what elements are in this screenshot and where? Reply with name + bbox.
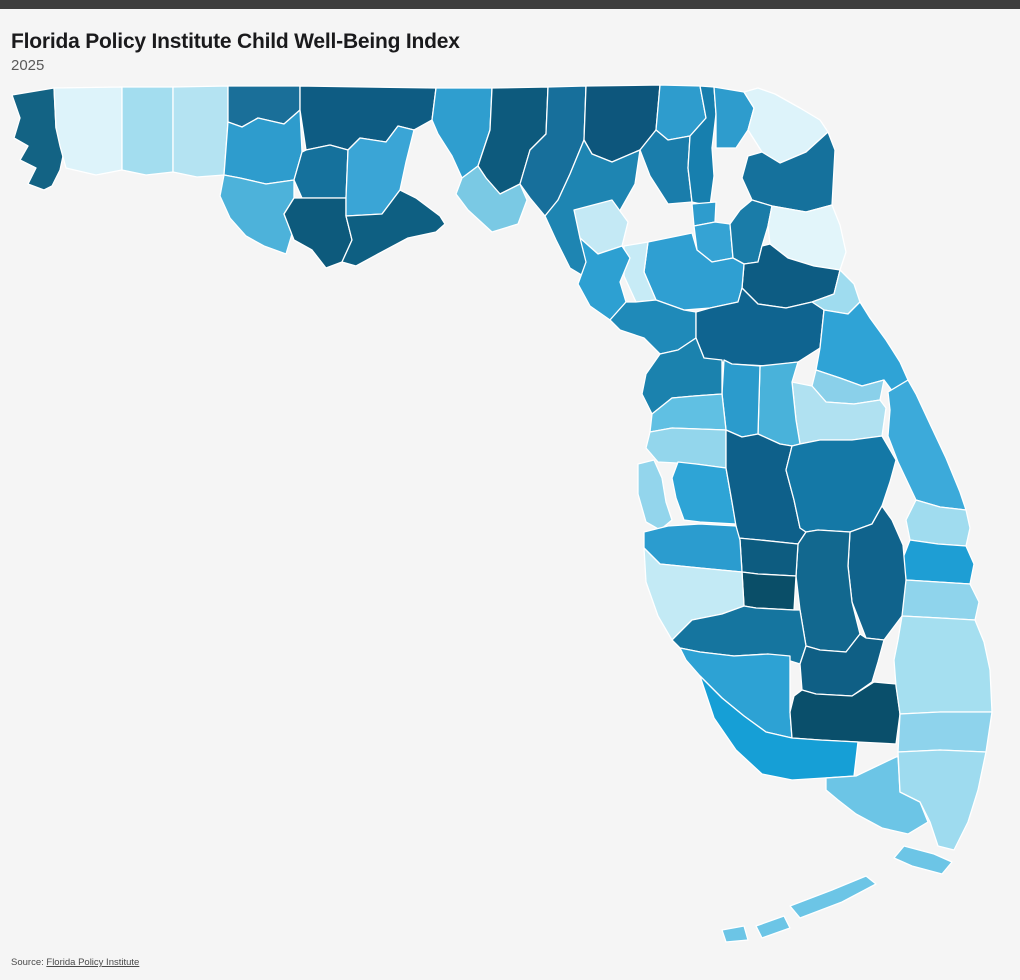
county-monroe[interactable]	[825, 755, 929, 835]
county-martin[interactable]	[899, 579, 980, 621]
county-pinellas[interactable]	[637, 459, 673, 531]
source-prefix: Source:	[11, 957, 47, 968]
county-suwannee[interactable]	[639, 129, 693, 205]
county-hillsborough[interactable]	[671, 461, 737, 525]
county-monroe[interactable]	[755, 915, 791, 939]
county-monroe[interactable]	[893, 845, 953, 875]
page-title: Florida Policy Institute Child Well-Bein…	[11, 30, 460, 53]
county-wakulla[interactable]	[455, 165, 528, 233]
county-lake[interactable]	[757, 361, 801, 447]
page-subtitle: 2025	[11, 57, 45, 75]
county-santa-rosa[interactable]	[53, 86, 123, 176]
county-gulf[interactable]	[283, 197, 353, 269]
county-desoto[interactable]	[741, 571, 797, 611]
county-columbia[interactable]	[687, 85, 717, 207]
county-collier[interactable]	[699, 675, 859, 781]
county-brevard[interactable]	[887, 379, 967, 511]
county-broward[interactable]	[897, 711, 993, 753]
county-monroe[interactable]	[789, 875, 877, 919]
county-st-lucie[interactable]	[902, 539, 975, 585]
county-hendry[interactable]	[789, 681, 901, 745]
county-palm-beach[interactable]	[893, 615, 993, 715]
chart-header: Florida Policy Institute Child Well-Bein…	[11, 30, 1009, 74]
county-calhoun[interactable]	[293, 144, 349, 199]
top-bar	[0, 0, 1020, 9]
county-monroe[interactable]	[721, 925, 749, 943]
county-hardee[interactable]	[737, 537, 799, 577]
county-pasco[interactable]	[645, 427, 727, 469]
county-sumter[interactable]	[721, 359, 761, 438]
source-line: Source: Florida Policy Institute	[11, 957, 139, 968]
county-okaloosa[interactable]	[121, 86, 174, 176]
county-walton[interactable]	[172, 85, 229, 178]
source-link[interactable]: Florida Policy Institute	[46, 957, 140, 968]
county-bay[interactable]	[219, 174, 295, 255]
county-franklin[interactable]	[341, 189, 446, 267]
county-miami-dade[interactable]	[897, 749, 987, 851]
